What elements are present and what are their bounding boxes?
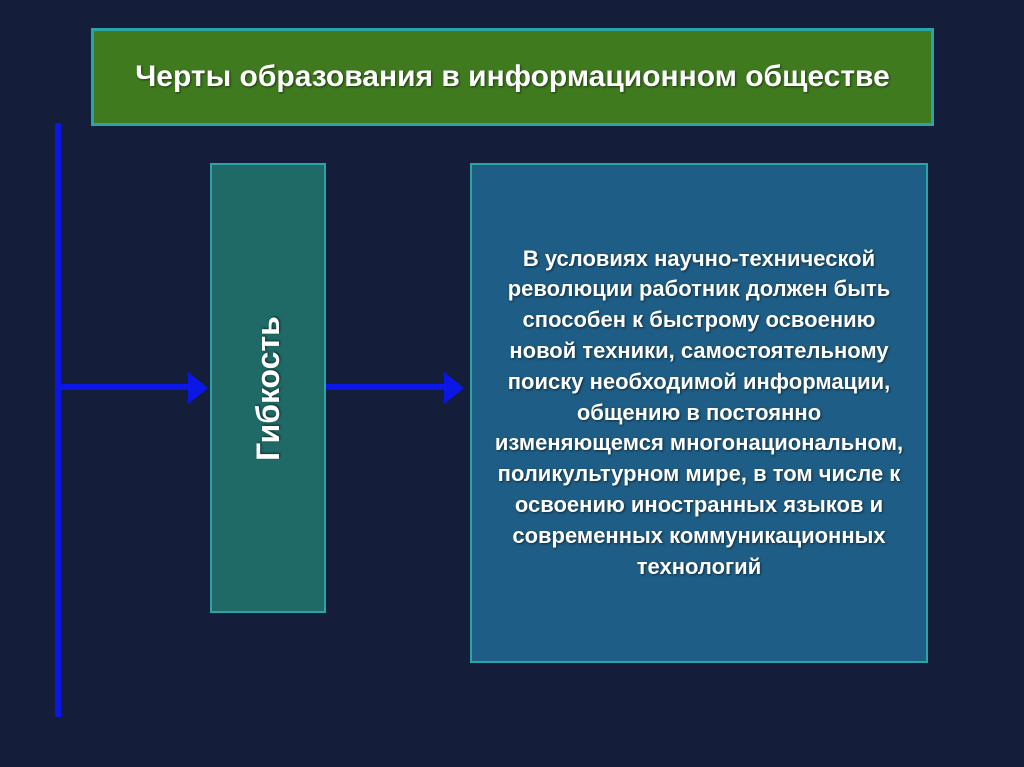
description-text: В условиях научно-технической революции … xyxy=(494,244,904,583)
description-box: В условиях научно-технической революции … xyxy=(470,163,928,663)
title-box: Черты образования в информационном общес… xyxy=(91,28,934,126)
slide: Черты образования в информационном общес… xyxy=(0,0,1024,767)
feature-label: Гибкость xyxy=(250,316,287,461)
connector-vertical-line xyxy=(55,123,61,717)
arrow-to-feature-line xyxy=(58,384,188,390)
arrow-to-feature-head xyxy=(188,372,208,404)
arrow-to-description-head xyxy=(444,372,464,404)
arrow-to-description-line xyxy=(326,384,444,390)
feature-box: Гибкость xyxy=(210,163,326,613)
title-text: Черты образования в информационном общес… xyxy=(135,60,890,94)
